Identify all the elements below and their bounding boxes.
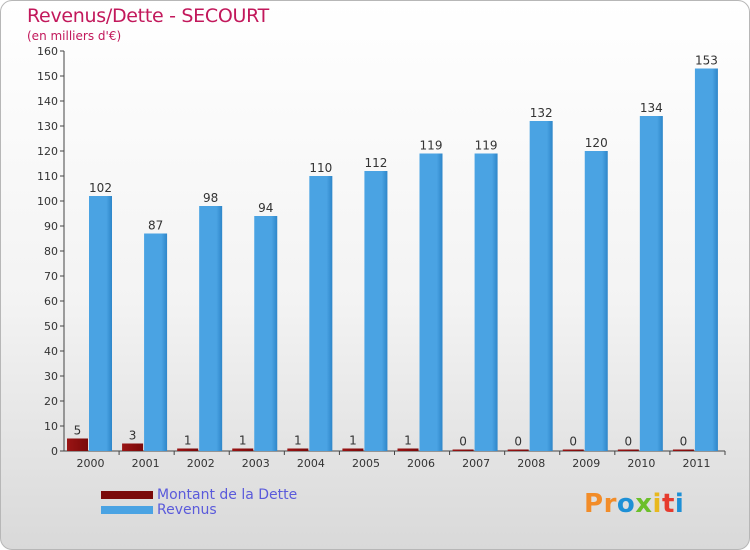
y-tick-label: 20	[44, 395, 58, 408]
logo-letter: P	[584, 489, 604, 519]
logo-letter: o	[616, 489, 636, 519]
debt-bar	[452, 449, 474, 451]
debt-bar	[287, 448, 309, 451]
debt-value-label: 5	[74, 424, 82, 438]
revenue-bar	[309, 176, 333, 451]
debt-value-label: 1	[404, 434, 412, 448]
legend-label-revenue: Revenus	[157, 501, 217, 518]
legend-item-debt: Montant de la Dette	[101, 486, 298, 503]
y-tick-label: 30	[44, 370, 58, 383]
revenue-value-label: 98	[203, 191, 218, 205]
chart-title: Revenus/Dette - SECOURT	[27, 5, 269, 27]
debt-value-label: 1	[349, 434, 357, 448]
revenue-value-label: 119	[420, 139, 443, 153]
legend-swatch-debt	[101, 490, 153, 499]
revenue-bar	[89, 196, 112, 451]
y-tick-label: 120	[37, 145, 58, 158]
x-tick-label: 2003	[242, 457, 270, 470]
y-tick-label: 150	[37, 70, 58, 83]
debt-value-label: 0	[625, 435, 633, 449]
y-tick-label: 140	[37, 95, 58, 108]
revenue-bar	[529, 121, 553, 451]
logo-letter: x	[635, 489, 653, 519]
y-tick-label: 0	[51, 445, 58, 458]
y-tick-label: 160	[37, 45, 58, 58]
y-tick-label: 130	[37, 120, 58, 133]
debt-bar	[232, 448, 254, 451]
logo-letter: r	[603, 489, 617, 519]
y-tick-label: 100	[37, 195, 58, 208]
legend-item-revenue: Revenus	[101, 501, 297, 518]
debt-bar	[562, 449, 584, 451]
revenue-value-label: 153	[695, 54, 718, 68]
debt-bar	[617, 449, 639, 451]
y-tick-label: 40	[44, 345, 58, 358]
proxiti-logo: Proxiti	[584, 489, 684, 519]
x-tick-label: 2008	[517, 457, 545, 470]
revenue-bar	[419, 153, 443, 451]
y-tick-label: 10	[44, 420, 58, 433]
legend-label-debt: Montant de la Dette	[157, 486, 298, 503]
y-tick-label: 50	[44, 320, 58, 333]
revenue-bar	[474, 153, 498, 451]
x-tick-label: 2006	[407, 457, 435, 470]
debt-value-label: 1	[184, 434, 192, 448]
debt-value-label: 0	[459, 435, 467, 449]
debt-bar	[122, 443, 144, 451]
y-tick-label: 110	[37, 170, 58, 183]
logo-letter: t	[661, 489, 675, 519]
x-tick-label: 2004	[297, 457, 325, 470]
revenue-value-label: 132	[530, 106, 553, 120]
revenue-bar	[254, 216, 278, 451]
revenue-value-label: 110	[309, 161, 332, 175]
legend-swatch-revenue	[101, 505, 153, 514]
debt-bar	[397, 448, 419, 451]
revenue-value-label: 102	[89, 181, 112, 195]
revenue-bar	[144, 233, 168, 451]
x-tick-label: 2007	[462, 457, 490, 470]
debt-value-label: 0	[680, 435, 688, 449]
revenue-bar	[694, 68, 718, 451]
revenue-value-label: 119	[475, 139, 498, 153]
x-tick-label: 2005	[352, 457, 380, 470]
debt-bar	[177, 448, 199, 451]
y-tick-label: 90	[44, 220, 58, 233]
x-tick-label: 2011	[682, 457, 710, 470]
revenue-value-label: 120	[585, 136, 608, 150]
revenue-bar	[584, 151, 608, 451]
y-tick-label: 70	[44, 270, 58, 283]
debt-value-label: 3	[129, 429, 137, 443]
revenue-bar	[639, 116, 663, 451]
debt-bar	[507, 449, 529, 451]
legend: Montant de la Dette Revenus	[101, 486, 298, 518]
revenue-value-label: 134	[640, 101, 663, 115]
debt-value-label: 0	[569, 435, 577, 449]
debt-value-label: 1	[294, 434, 302, 448]
debt-bar	[672, 449, 694, 451]
revenue-bar	[364, 171, 388, 451]
debt-value-label: 0	[514, 435, 522, 449]
chart-subtitle: (en milliers d'€)	[27, 29, 122, 43]
debt-value-label: 1	[239, 434, 247, 448]
x-tick-label: 2001	[132, 457, 160, 470]
x-tick-label: 2009	[572, 457, 600, 470]
debt-bar	[67, 438, 88, 451]
logo-letter: i	[674, 489, 685, 519]
revenue-value-label: 94	[258, 201, 273, 215]
x-tick-label: 2002	[187, 457, 215, 470]
logo-letter: i	[652, 489, 662, 519]
y-tick-label: 80	[44, 245, 58, 258]
debt-bar	[342, 448, 364, 451]
y-tick-label: 60	[44, 295, 58, 308]
x-tick-label: 2010	[627, 457, 655, 470]
revenue-value-label: 87	[148, 219, 163, 233]
x-tick-label: 2000	[77, 457, 105, 470]
revenue-bar	[199, 206, 223, 451]
revenue-value-label: 112	[364, 156, 387, 170]
